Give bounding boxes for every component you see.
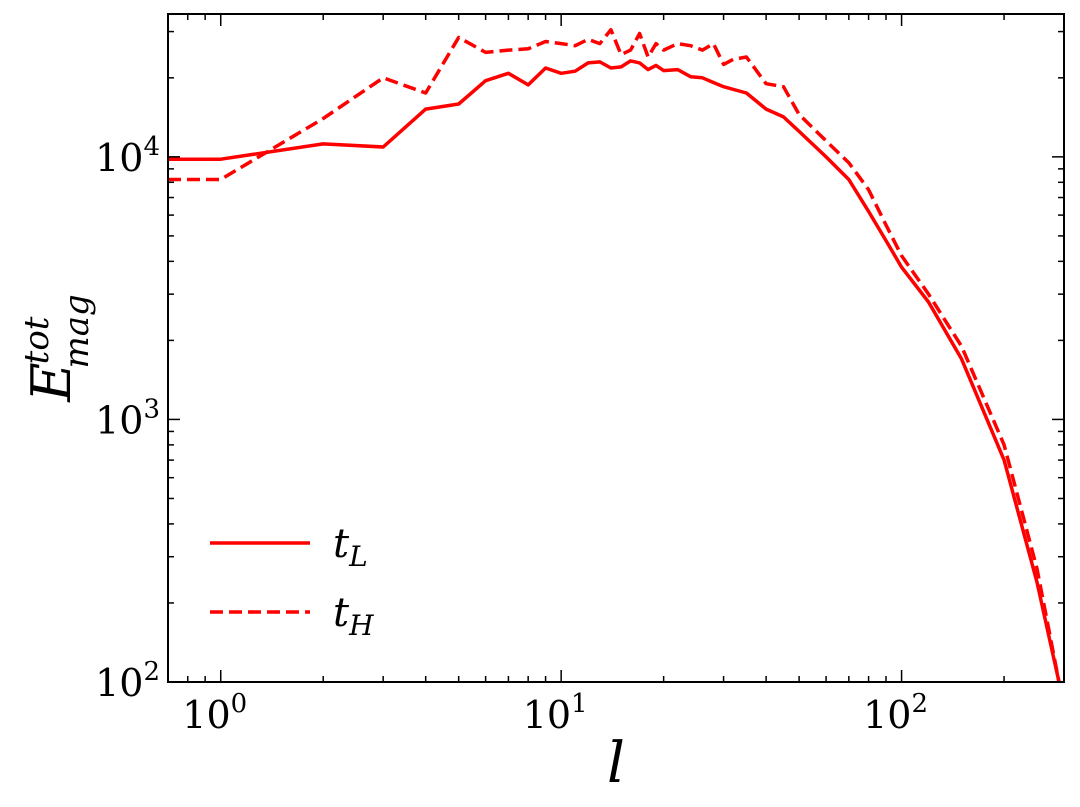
series-line-t-h: [168, 27, 1061, 683]
y-tick-labels: 102 103 104: [95, 132, 160, 705]
y-axis-label: Etotmag: [17, 294, 97, 403]
plot-frame: [167, 13, 1065, 683]
legend: tL tH: [210, 521, 374, 642]
series-layer: [168, 27, 1061, 683]
y-tick-label: 102: [95, 657, 160, 705]
y-tick-label: 104: [95, 132, 160, 180]
x-axis-label: l: [607, 731, 625, 796]
series-line-t-l: [168, 59, 1061, 683]
y-axis-label-base: E: [20, 362, 83, 402]
x-tick-label: 100: [182, 689, 247, 737]
y-tick-label: 103: [95, 394, 160, 442]
svg-text:Etotmag: Etotmag: [17, 294, 97, 403]
legend-label-t-l: tL: [333, 521, 368, 573]
y-axis-label-sub: mag: [57, 294, 97, 368]
x-tick-label: 102: [863, 689, 928, 737]
y-axis-label-sup: tot: [17, 316, 57, 364]
x-tick-label: 101: [523, 689, 588, 737]
x-tick-labels: 100 101 102: [182, 689, 928, 737]
legend-label-t-h: tH: [333, 590, 374, 642]
